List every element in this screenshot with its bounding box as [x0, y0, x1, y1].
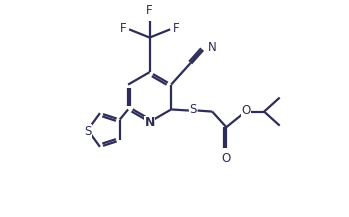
Text: O: O	[222, 153, 231, 166]
Text: S: S	[189, 103, 196, 116]
Text: N: N	[144, 116, 155, 129]
Text: O: O	[242, 104, 251, 117]
Text: S: S	[84, 125, 91, 138]
Text: F: F	[173, 21, 179, 35]
Text: F: F	[146, 4, 153, 16]
Text: N: N	[208, 41, 217, 54]
Text: F: F	[120, 21, 126, 35]
